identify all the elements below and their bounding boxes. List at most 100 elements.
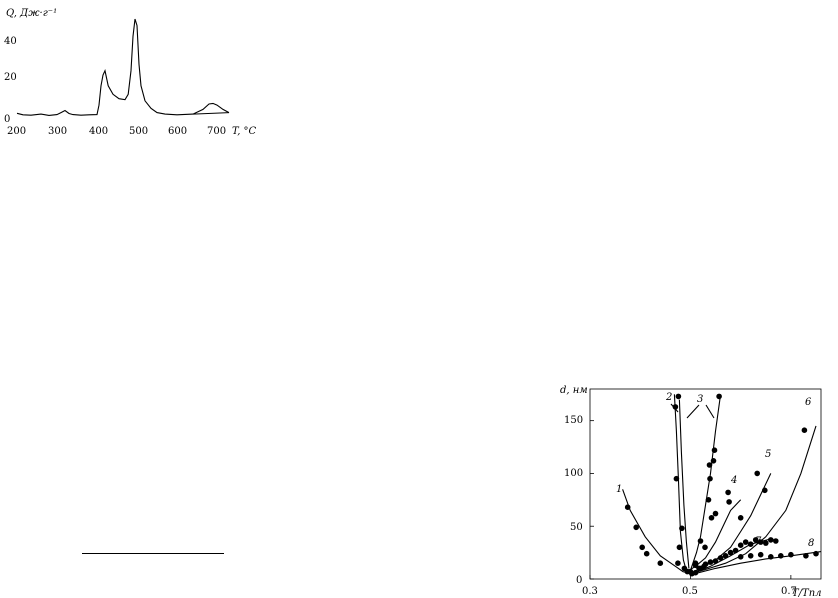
chart2-data-point xyxy=(643,550,650,557)
chart2-data-point xyxy=(706,462,713,468)
chart1-xtick-200: 200 xyxy=(7,126,26,137)
chart2-curve-label-3: 3 xyxy=(697,394,703,405)
chart2-data-point xyxy=(675,560,681,566)
chart2-data-point xyxy=(711,447,718,454)
chart2-data-point xyxy=(773,538,779,544)
chart2-data-point xyxy=(801,427,808,434)
chart2-data-point xyxy=(679,525,685,532)
chart2-data-point xyxy=(708,515,715,521)
footnote-rule xyxy=(82,553,224,554)
chart1-ytick-40: 40 xyxy=(4,36,17,47)
chart2-xtick-0.7: 0.7 xyxy=(781,586,797,597)
chart2-data-point xyxy=(722,553,729,559)
chart2-data-point xyxy=(697,565,704,572)
chart2-data-point xyxy=(712,510,719,517)
chart2-data-point xyxy=(762,487,768,494)
chart2-curve-2 xyxy=(673,394,687,571)
chart2-data-point xyxy=(633,524,639,531)
chart2-data-point xyxy=(710,458,717,464)
chart2-data-point xyxy=(742,539,749,545)
chart2-ytick-150: 150 xyxy=(564,415,583,426)
chart2-data-point xyxy=(675,393,682,400)
chart2-data-point xyxy=(672,404,679,410)
chart1-xticks: 200 300 400 500 600 700 xyxy=(7,126,226,137)
chart2-curve-labels: 1 2 3 4 5 6 7 8 xyxy=(616,392,814,549)
chart2-data-point xyxy=(737,542,744,548)
chart2-curve-2 xyxy=(678,399,690,569)
chart2-data-point xyxy=(707,475,713,482)
chart2-data-point xyxy=(768,554,774,560)
chart2-data-point xyxy=(689,570,695,577)
chart2-data-point xyxy=(726,499,732,505)
chart2-data-point xyxy=(692,560,699,566)
chart2-ytick-0: 0 xyxy=(576,575,582,586)
chart2-data-point xyxy=(712,558,719,564)
chart1-ylabel: Q, Дж·г⁻¹ xyxy=(6,8,57,19)
chart2-data-point xyxy=(624,504,631,511)
chart2-ytick-100: 100 xyxy=(564,468,583,479)
chart2-xtick-0.3: 0.3 xyxy=(582,586,598,597)
chart2-curve-label-1: 1 xyxy=(616,484,622,495)
chart2-curve-7 xyxy=(690,538,771,576)
chart1-plot-area xyxy=(16,18,230,116)
chart2-data-point xyxy=(705,497,712,503)
chart2-data-point xyxy=(707,559,714,565)
chart2-curve-8 xyxy=(690,551,822,576)
chart2-data-point xyxy=(752,537,759,543)
chart2-data-point xyxy=(725,489,731,496)
chart2-curve-label-7: 7 xyxy=(755,536,762,547)
chart2-curve-label-6: 6 xyxy=(805,397,812,408)
chart2-data-point xyxy=(639,544,645,551)
chart1-xtick-400: 400 xyxy=(89,126,108,137)
chart2-data-point xyxy=(737,554,744,560)
chart2-curve-3 xyxy=(689,394,722,571)
chart2-data-point xyxy=(757,539,764,545)
chart2-data-point xyxy=(732,547,739,554)
chart2-curve-label-5: 5 xyxy=(765,449,771,460)
chart2-frame xyxy=(589,388,822,580)
chart2-data-point xyxy=(702,561,709,567)
chart2-data-point xyxy=(702,544,708,551)
chart1-xtick-300: 300 xyxy=(48,126,67,137)
chart2-data-point xyxy=(788,551,794,558)
chart2-ylabel: d, нм xyxy=(560,385,588,396)
chart2-data-point xyxy=(697,538,704,544)
chart2-data-point xyxy=(813,550,819,557)
chart2-xticks: 0.3 0.5 0.7 xyxy=(582,586,797,597)
chart2-data-point xyxy=(673,475,680,482)
chart2-plot-area xyxy=(589,393,822,580)
chart2-yticks: 0 50 100 150 xyxy=(564,415,583,586)
chart1-baseline xyxy=(192,112,230,115)
chart2-xtick-0.5: 0.5 xyxy=(682,586,698,597)
chart1-xtick-600: 600 xyxy=(168,126,187,137)
chart2-data-point xyxy=(676,544,683,551)
chart2-data-point xyxy=(768,537,774,543)
chart2-leader-2 xyxy=(670,403,679,413)
chart2-curve-1 xyxy=(622,489,691,575)
chart2-data-point xyxy=(657,560,664,566)
chart2-curve-label-4: 4 xyxy=(730,475,737,486)
chart2-data-point xyxy=(747,541,754,547)
chart1-yticks: 0 20 40 xyxy=(4,36,17,125)
chart2-data-point xyxy=(778,553,784,559)
chart2-data-point xyxy=(803,553,809,559)
chart2-data-point xyxy=(716,393,722,400)
chart1-xlabel: T, °C xyxy=(232,126,257,137)
chart2-curve-label-8: 8 xyxy=(808,538,814,549)
chart1-ytick-0: 0 xyxy=(4,114,10,125)
chart2-data-point xyxy=(727,549,734,556)
chart2-data-point xyxy=(757,551,764,558)
chart1-series-line xyxy=(16,18,230,116)
chart2-leader-3 xyxy=(686,404,715,419)
chart2-data-point xyxy=(754,470,760,477)
chart1-ytick-20: 20 xyxy=(4,72,17,83)
chart2-data-point xyxy=(717,555,724,561)
chart1-xtick-500: 500 xyxy=(129,126,148,137)
chart1-xtick-700: 700 xyxy=(207,126,226,137)
chart2-curve-6 xyxy=(690,425,817,575)
chart2-data-point xyxy=(747,553,754,559)
chart2-data-point xyxy=(763,540,769,546)
chart2-curve-label-2: 2 xyxy=(665,392,672,403)
chart2-ytick-50: 50 xyxy=(570,522,583,533)
